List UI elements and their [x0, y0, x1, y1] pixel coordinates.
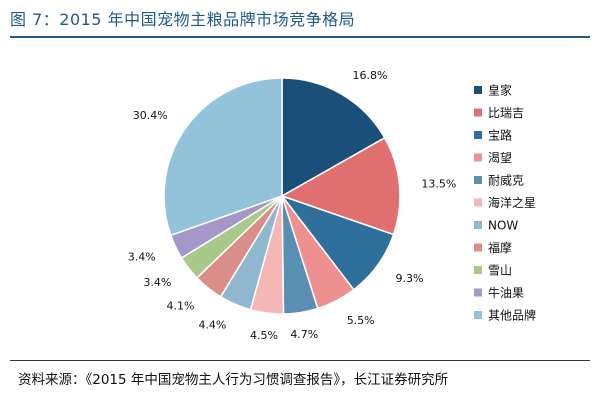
legend-entry: 雪山 — [488, 264, 512, 278]
pie-slice — [280, 136, 401, 236]
legend-entry: 福摩 — [488, 240, 512, 255]
data-label: 3.4% — [143, 276, 171, 289]
data-label: 16.8% — [353, 69, 388, 82]
legend-entry: NOW — [488, 219, 518, 233]
legend-swatch — [474, 176, 482, 184]
legend-swatch — [474, 243, 482, 252]
pie-slice — [163, 77, 283, 237]
data-label: 3.4% — [128, 250, 156, 263]
legend-swatch — [474, 198, 482, 207]
data-label: 4.7% — [290, 328, 318, 341]
legend-swatch — [474, 108, 482, 117]
legend-entry: 渴望 — [488, 151, 512, 165]
pie-labels: 16.8% 13.5% 9.3% 5.5% 4.7% 4.5% 4.4%4.1% 3.4% 3.… — [128, 69, 457, 342]
data-label: 13.5% — [421, 177, 456, 190]
source-note: 资料来源：《2015 年中国宠物主人行为习惯调查报告》，长江证券研究所 — [18, 372, 449, 388]
data-label: 4.1% — [167, 299, 195, 312]
legend-swatch — [474, 311, 482, 319]
data-label: 5.5% — [347, 314, 375, 327]
data-label: 9.3% — [396, 272, 424, 285]
legend-entry: 牛油果 — [488, 285, 524, 300]
legend-entry: 比瑞吉 — [488, 106, 524, 120]
pie-slice — [281, 77, 386, 198]
legend-swatch — [474, 288, 482, 297]
chart-title: 图 7：2015 年中国宠物主粮品牌市场竞争格局 — [10, 10, 356, 29]
legend-swatch — [474, 131, 482, 139]
legend-swatch — [474, 153, 482, 162]
legend-entry: 其他品牌 — [488, 309, 536, 323]
legend-swatch — [474, 221, 482, 229]
pie-chart: 16.8% 13.5% 9.3% 5.5% 4.7% 4.5% 4.4%4.1% 3.4% 3.… — [128, 69, 536, 342]
data-label: 30.4% — [133, 109, 168, 122]
data-label: 4.4% — [198, 319, 226, 332]
legend-swatch — [474, 86, 482, 94]
pie-slices — [163, 77, 401, 315]
title-rule — [10, 36, 590, 38]
legend-entry: 宝路 — [488, 128, 512, 143]
legend-entry: 海洋之星 — [488, 195, 536, 210]
legend-entry: 耐威克 — [488, 174, 524, 188]
legend-swatch — [474, 266, 482, 274]
source-rule — [10, 360, 590, 361]
legend-entry: 皇家 — [488, 83, 512, 98]
data-label: 4.5% — [250, 329, 278, 342]
